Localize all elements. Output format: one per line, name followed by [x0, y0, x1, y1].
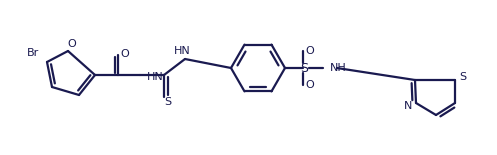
Text: NH: NH: [330, 63, 347, 73]
Text: HN: HN: [173, 46, 190, 56]
Text: N: N: [404, 101, 412, 111]
Text: O: O: [306, 80, 315, 90]
Text: S: S: [300, 62, 308, 75]
Text: O: O: [68, 39, 77, 49]
Text: Br: Br: [27, 48, 39, 58]
Text: O: O: [306, 46, 315, 56]
Text: S: S: [459, 72, 467, 82]
Text: S: S: [165, 97, 171, 107]
Text: HN: HN: [147, 72, 164, 82]
Text: O: O: [121, 49, 129, 59]
